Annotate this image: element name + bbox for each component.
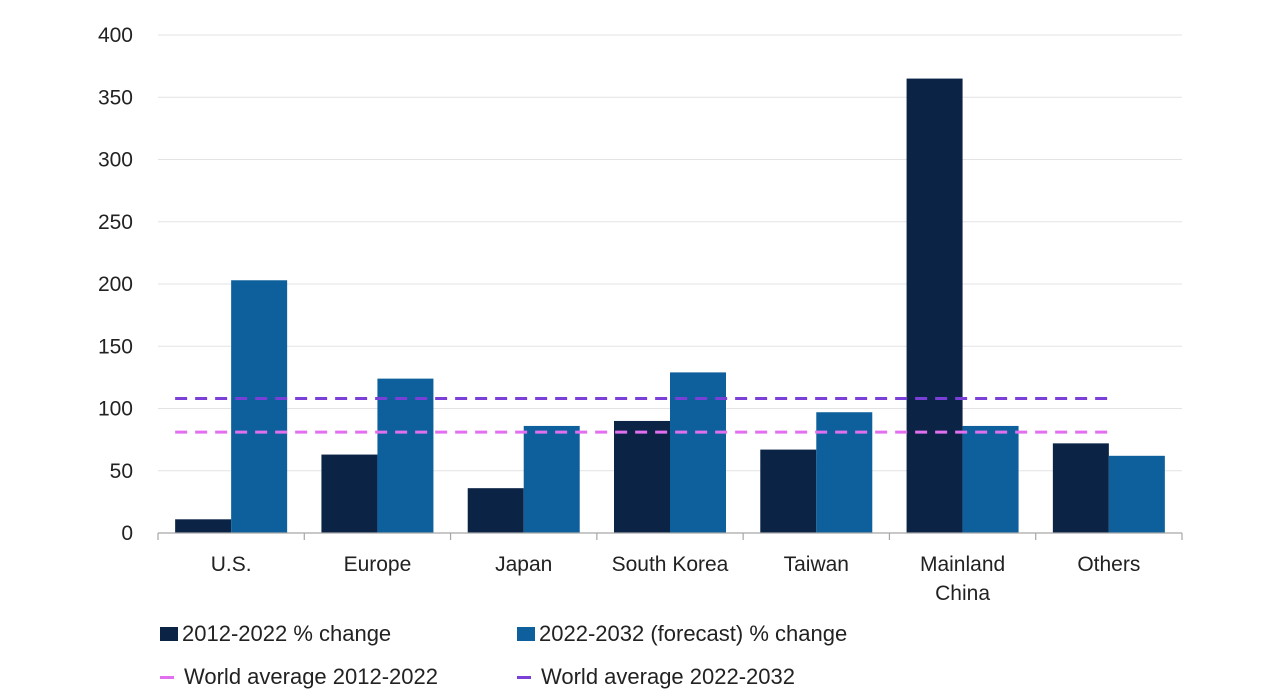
gridlines bbox=[158, 34, 1182, 472]
y-tick-label-250: 250 bbox=[98, 211, 133, 234]
x-tick-label-6: Others bbox=[1077, 553, 1140, 576]
axes: 0 50 100 150 200 250 300 350 400 U.S. Europe Japan S… bbox=[98, 24, 1183, 605]
bar-series-1-0 bbox=[175, 519, 232, 533]
bar-series-2-5 bbox=[962, 425, 1019, 533]
bar-series-2-3 bbox=[670, 372, 726, 533]
y-tick-label-100: 100 bbox=[98, 398, 133, 421]
bar-series-2-2 bbox=[523, 425, 580, 533]
bar-series-1-3 bbox=[614, 420, 670, 533]
x-tick-label-5: Mainland China bbox=[920, 553, 1005, 605]
y-tick-label-0: 0 bbox=[121, 522, 133, 545]
x-tick-label-0: U.S. bbox=[211, 553, 252, 576]
bar-series-1-2 bbox=[467, 488, 524, 533]
bars bbox=[175, 78, 1165, 533]
bar-series-1-4 bbox=[760, 449, 817, 533]
bar-series-2-0 bbox=[231, 280, 288, 533]
reference-lines bbox=[175, 397, 1109, 434]
bar-series-2-6 bbox=[1108, 455, 1165, 533]
x-tick-label-1: Europe bbox=[344, 553, 412, 576]
bar-series-1-6 bbox=[1052, 443, 1109, 533]
bar-series-1-5 bbox=[906, 78, 963, 533]
y-tick-label-200: 200 bbox=[98, 273, 133, 296]
y-tick-label-300: 300 bbox=[98, 149, 133, 172]
y-tick-label-150: 150 bbox=[98, 335, 133, 358]
x-tick-label-2: Japan bbox=[495, 553, 552, 576]
x-tick-label-3: South Korea bbox=[612, 553, 729, 576]
y-tick-label-50: 50 bbox=[110, 460, 133, 483]
bar-series-2-4 bbox=[816, 412, 873, 533]
y-tick-label-350: 350 bbox=[98, 86, 133, 109]
x-tick-label-4: Taiwan bbox=[784, 553, 849, 576]
bar-series-1-1 bbox=[321, 454, 378, 533]
bar-series-2-1 bbox=[377, 378, 434, 533]
y-tick-label-400: 400 bbox=[98, 24, 133, 47]
